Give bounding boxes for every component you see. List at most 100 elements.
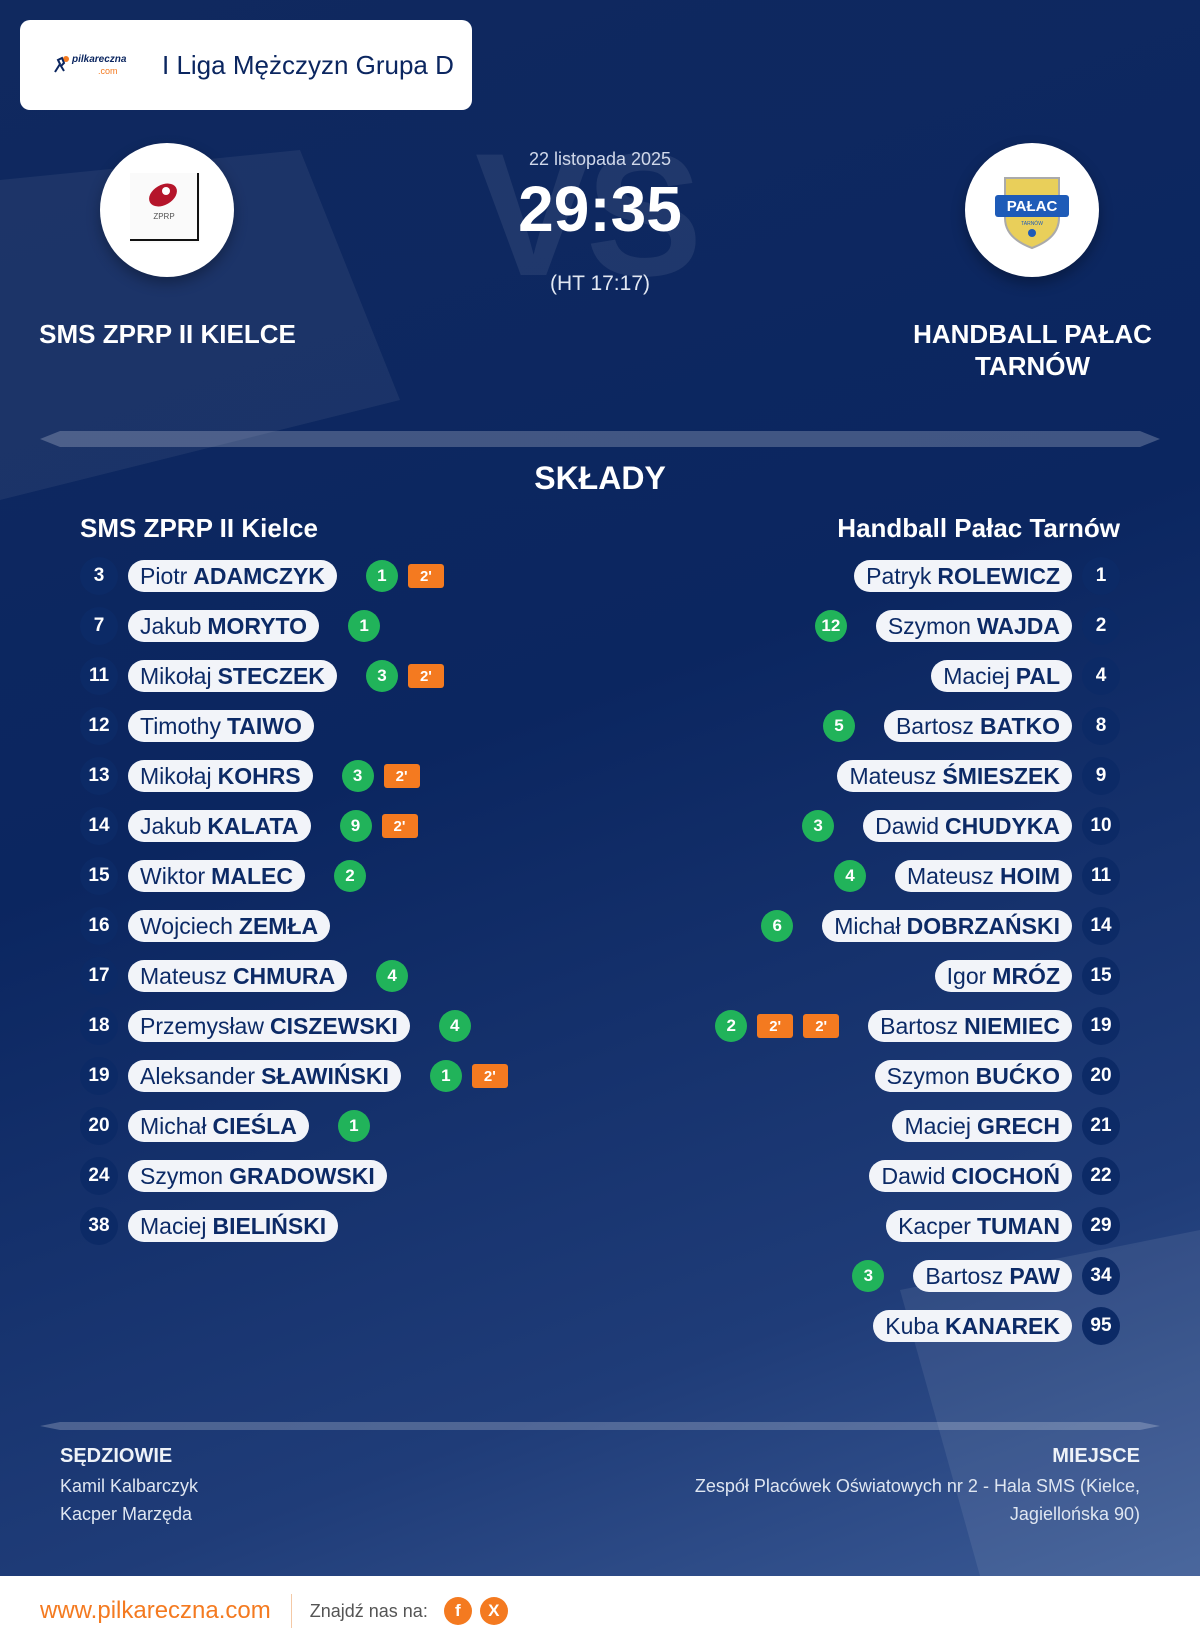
player-first-name: Michał <box>834 912 901 939</box>
player-first-name: Maciej <box>904 1112 971 1139</box>
player-last-name: CHMURA <box>232 962 336 989</box>
divider <box>40 431 1160 447</box>
player-name[interactable]: Bartosz BATKO <box>883 710 1072 742</box>
player-stats: 4 <box>371 960 413 992</box>
player-first-name: Szymon <box>886 1062 970 1089</box>
player-name[interactable]: Maciej GRECH <box>892 1110 1072 1142</box>
league-title: I Liga Mężczyzn Grupa D <box>162 49 454 80</box>
player-row: 10 Dawid CHUDYKA 3 <box>783 807 1120 845</box>
player-row: 11 Mateusz HOIM 4 <box>815 857 1120 895</box>
player-number: 13 <box>80 757 118 795</box>
player-row: 14 Jakub KALATA 9 2' <box>80 807 437 845</box>
player-first-name: Wojciech <box>140 912 233 939</box>
player-name[interactable]: Patryk ROLEWICZ <box>854 560 1072 592</box>
player-number: 15 <box>80 857 118 895</box>
player-row: 24 Szymon GRADOWSKI <box>80 1157 397 1195</box>
player-row: 15 Wiktor MALEC 2 <box>80 857 385 895</box>
player-name[interactable]: Bartosz NIEMIEC <box>868 1010 1072 1042</box>
player-first-name: Igor <box>946 962 987 989</box>
player-number: 15 <box>1082 957 1120 995</box>
player-first-name: Jakub <box>140 812 202 839</box>
player-name[interactable]: Maciej BIELIŃSKI <box>128 1210 339 1242</box>
player-number: 34 <box>1082 1257 1120 1295</box>
player-last-name: WAJDA <box>976 612 1060 639</box>
player-first-name: Bartosz <box>925 1262 1004 1289</box>
player-row: 38 Maciej BIELIŃSKI <box>80 1207 348 1245</box>
player-row: 1 Patryk ROLEWICZ <box>844 557 1120 595</box>
player-name[interactable]: Igor MRÓZ <box>934 960 1072 992</box>
player-name[interactable]: Michał DOBRZAŃSKI <box>822 910 1072 942</box>
player-last-name: GRADOWSKI <box>229 1162 375 1189</box>
player-name[interactable]: Mateusz HOIM <box>895 860 1072 892</box>
player-name[interactable]: Mateusz CHMURA <box>128 960 348 992</box>
player-name[interactable]: Jakub KALATA <box>128 810 311 842</box>
player-last-name: CIEŚLA <box>212 1112 297 1139</box>
penalty-badge: 2' <box>757 1014 794 1038</box>
footer: www.pilkareczna.com Znajdź nas na: f X <box>0 1576 1200 1646</box>
player-number: 21 <box>1082 1107 1120 1145</box>
player-first-name: Kuba <box>885 1312 939 1339</box>
player-number: 95 <box>1082 1307 1120 1345</box>
match-date: 22 listopada 2025 <box>528 149 672 169</box>
player-name[interactable]: Mateusz ŚMIESZEK <box>837 760 1072 792</box>
player-first-name: Maciej <box>943 662 1010 689</box>
player-number: 8 <box>1082 707 1120 745</box>
site-logo[interactable]: pilkareczna .com <box>50 50 140 80</box>
away-team-name: HANDBALL PAŁAC TARNÓW <box>880 318 1185 382</box>
player-number: 3 <box>80 557 118 595</box>
player-name[interactable]: Dawid CIOCHOŃ <box>869 1160 1072 1192</box>
player-name[interactable]: Bartosz PAW <box>913 1260 1072 1292</box>
player-stats: 2 <box>329 860 371 892</box>
player-name[interactable]: Mikołaj STECZEK <box>128 660 337 692</box>
player-name[interactable]: Szymon GRADOWSKI <box>128 1160 387 1192</box>
player-first-name: Mikołaj <box>140 662 212 689</box>
player-name[interactable]: Jakub MORYTO <box>128 610 320 642</box>
player-name[interactable]: Piotr ADAMCZYK <box>128 560 337 592</box>
player-name[interactable]: Dawid CHUDYKA <box>863 810 1072 842</box>
player-row: 95 Kuba KANAREK <box>863 1307 1120 1345</box>
player-row: 12 Timothy TAIWO <box>80 707 324 745</box>
facebook-icon[interactable]: f <box>443 1597 472 1625</box>
player-stats: 1 <box>343 610 385 642</box>
player-row: 16 Wojciech ZEMŁA <box>80 907 340 945</box>
goals-badge: 3 <box>341 760 374 792</box>
goals-badge: 1 <box>348 610 381 642</box>
player-first-name: Przemysław <box>140 1012 264 1039</box>
player-last-name: KALATA <box>207 812 299 839</box>
player-last-name: TUMAN <box>976 1212 1060 1239</box>
player-name[interactable]: Szymon BUĆKO <box>874 1060 1072 1092</box>
player-name[interactable]: Maciej PAL <box>931 660 1072 692</box>
player-number: 11 <box>80 657 118 695</box>
match-score: 29:35 <box>518 173 682 245</box>
player-row: 18 Przemysław CISZEWSKI 4 <box>80 1007 490 1045</box>
goals-badge: 4 <box>438 1010 471 1042</box>
goals-badge: 4 <box>376 960 409 992</box>
player-number: 18 <box>80 1007 118 1045</box>
player-name[interactable]: Wiktor MALEC <box>128 860 305 892</box>
player-row: 20 Szymon BUĆKO <box>865 1057 1120 1095</box>
away-team-name-line1: HANDBALL PAŁAC <box>913 319 1152 349</box>
player-name[interactable]: Michał CIEŚLA <box>128 1110 309 1142</box>
player-name[interactable]: Kuba KANAREK <box>873 1310 1072 1342</box>
site-link[interactable]: www.pilkareczna.com <box>40 1597 271 1624</box>
player-number: 19 <box>80 1057 118 1095</box>
player-name[interactable]: Timothy TAIWO <box>128 710 314 742</box>
player-name[interactable]: Mikołaj KOHRS <box>128 760 313 792</box>
player-name[interactable]: Szymon WAJDA <box>875 610 1072 642</box>
away-lineup-title: Handball Pałac Tarnów <box>837 513 1120 543</box>
lineups-title: SKŁADY <box>534 460 666 496</box>
x-icon[interactable]: X <box>479 1597 508 1625</box>
player-last-name: DOBRZAŃSKI <box>906 912 1060 939</box>
player-name[interactable]: Przemysław CISZEWSKI <box>128 1010 410 1042</box>
player-stats: 5 <box>818 710 860 742</box>
player-last-name: TAIWO <box>226 712 302 739</box>
player-number: 4 <box>1082 657 1120 695</box>
player-name[interactable]: Aleksander SŁAWIŃSKI <box>128 1060 401 1092</box>
logo-brand: pilkareczna <box>72 54 127 65</box>
match-poster: pilkareczna .com I Liga Mężczyzn Grupa D… <box>0 0 1200 1576</box>
player-last-name: HOIM <box>999 862 1060 889</box>
player-last-name: KOHRS <box>217 762 301 789</box>
player-name[interactable]: Kacper TUMAN <box>886 1210 1072 1242</box>
player-name[interactable]: Wojciech ZEMŁA <box>128 910 331 942</box>
player-stats: 9 2' <box>335 810 423 842</box>
